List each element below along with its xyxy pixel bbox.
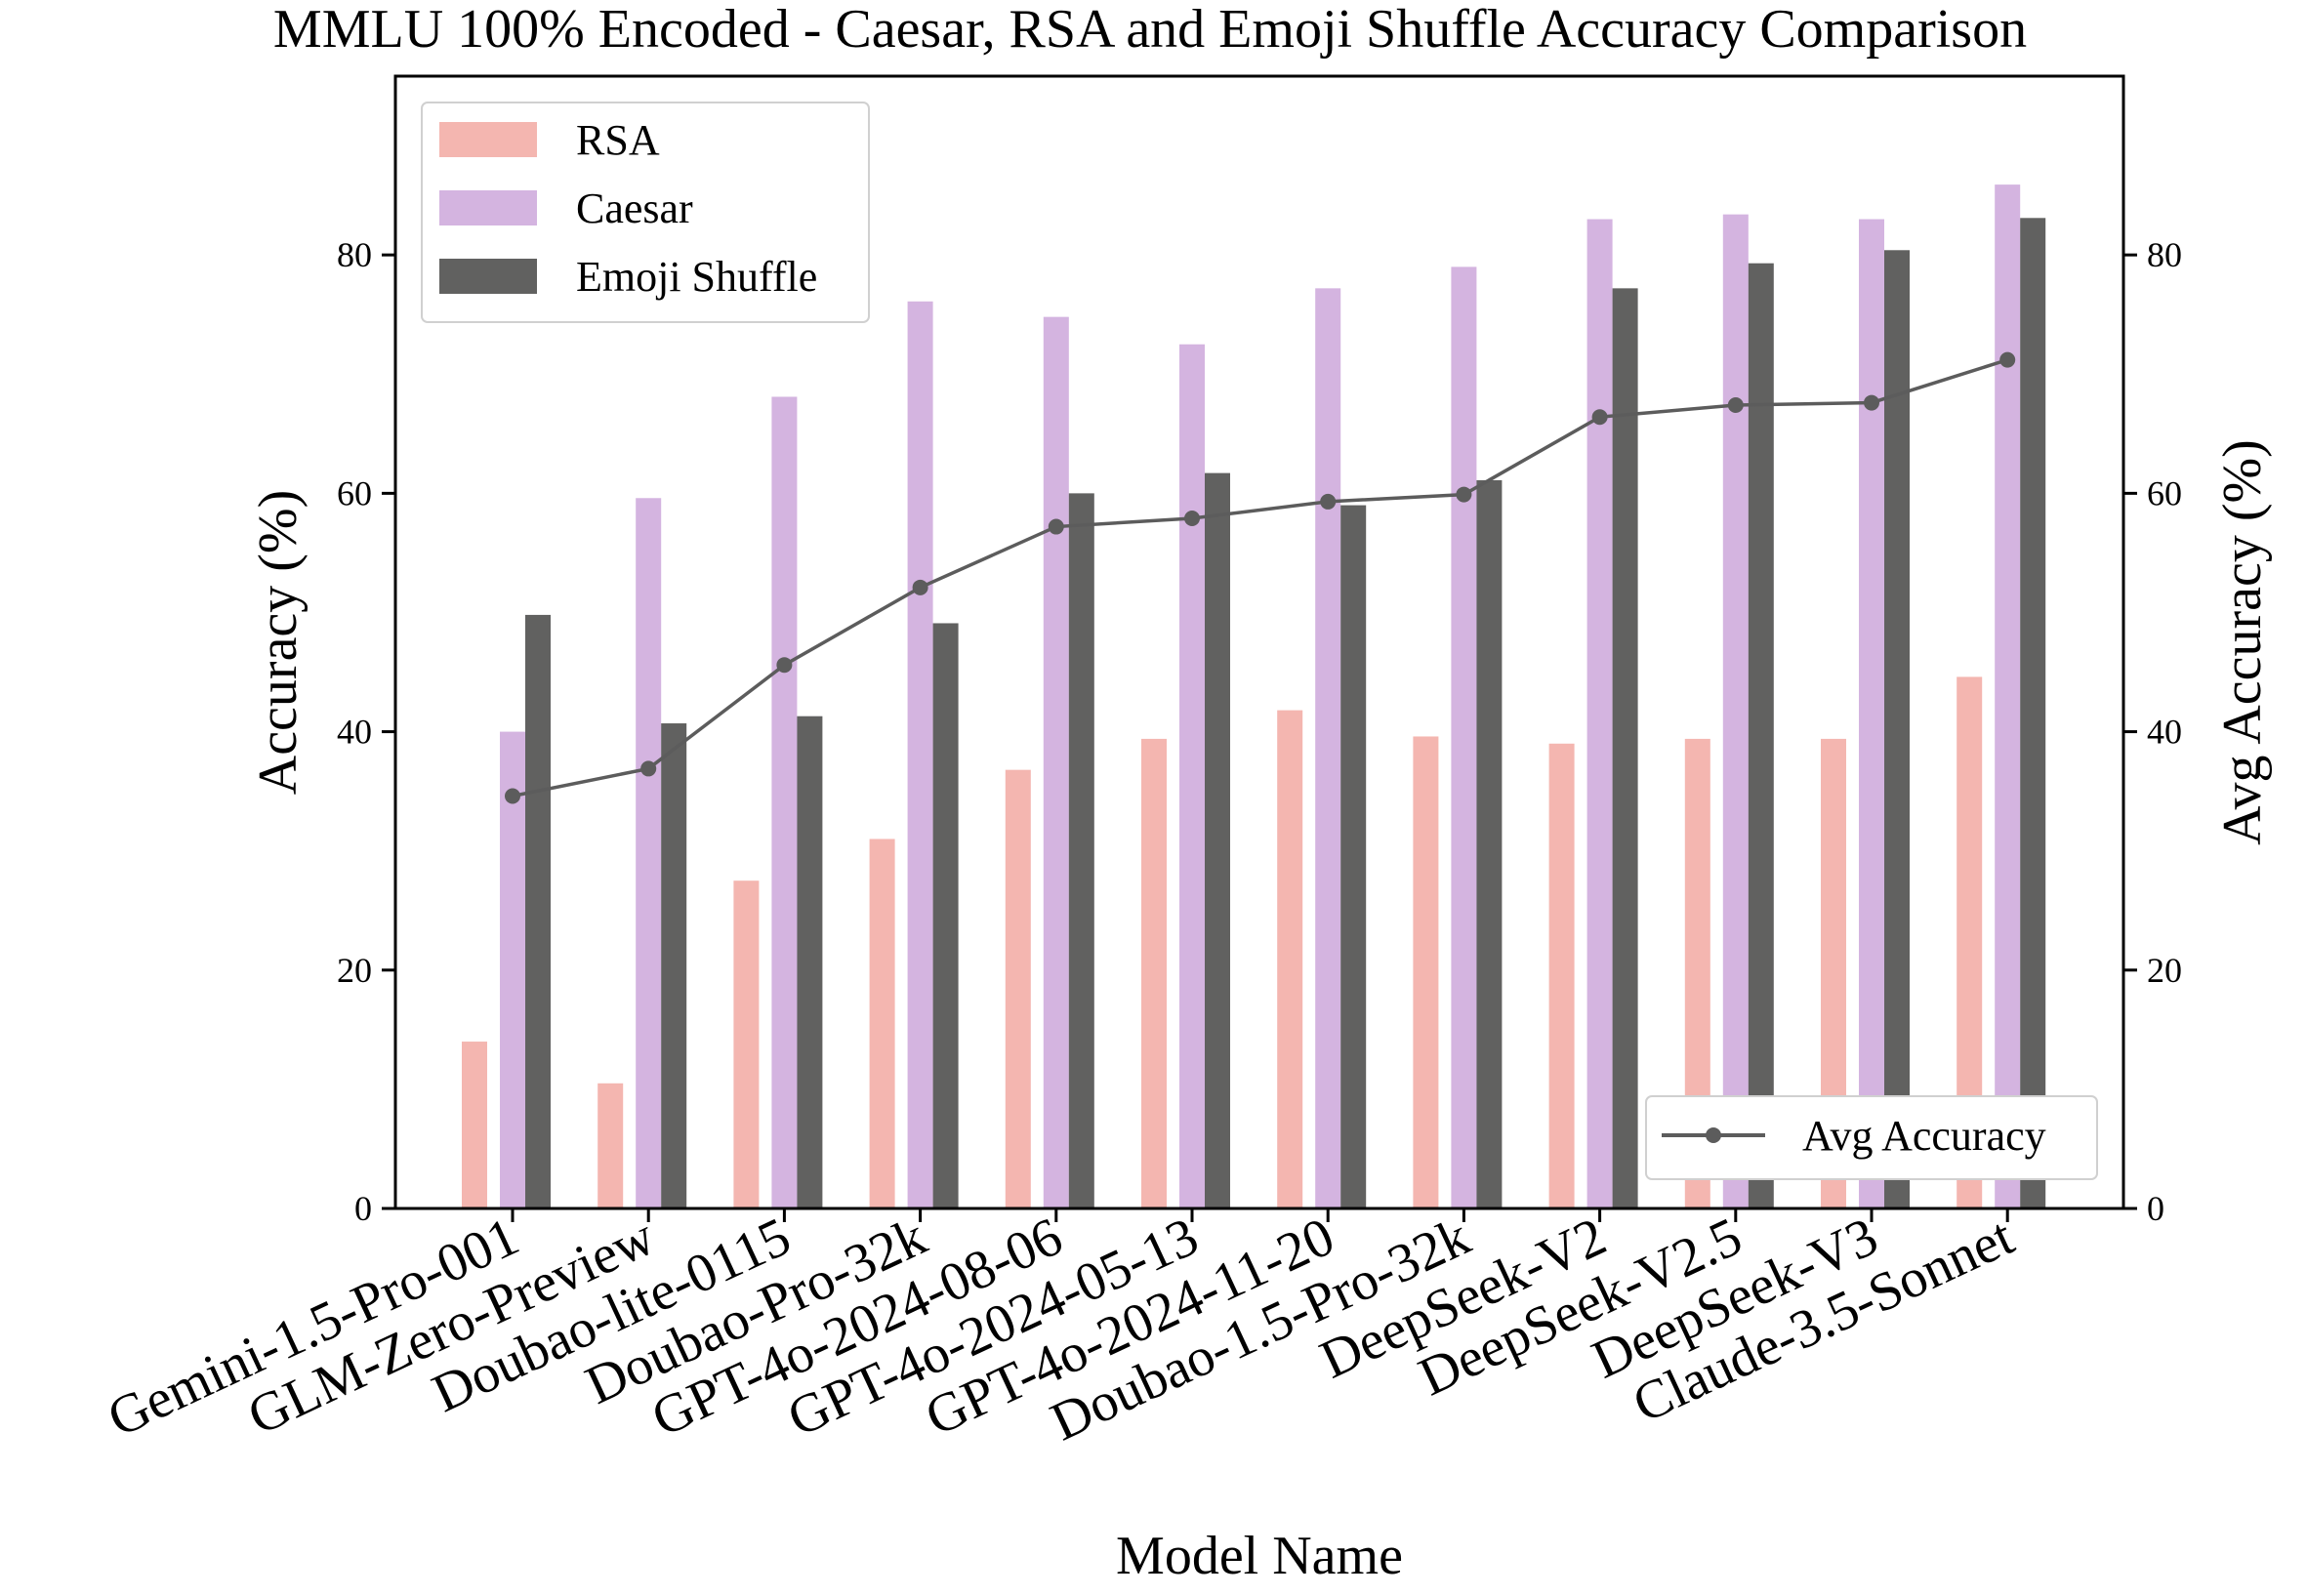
y2-tick-label-40: 40 (2147, 713, 2182, 752)
avg-accuracy-line (512, 357, 2008, 798)
y2-tick-label-20: 20 (2147, 951, 2182, 990)
legend-label-rsa: RSA (576, 116, 660, 164)
bar-emoji-shuffle-11 (2020, 218, 2046, 1208)
y2-axis-label: Avg Accuracy (%) (2212, 439, 2273, 845)
y-axis-label: Accuracy (%) (248, 490, 309, 795)
legend-label-emoji-shuffle: Emoji Shuffle (576, 253, 817, 301)
avg-point-11 (1999, 351, 2016, 368)
chart-title: MMLU 100% Encoded - Caesar, RSA and Emoj… (273, 0, 2027, 60)
legend-label-caesar: Caesar (576, 184, 693, 232)
y-tick-label-40: 40 (337, 713, 372, 752)
bar-emoji-shuffle-9 (1748, 263, 1774, 1208)
bar-caesar-8 (1586, 219, 1613, 1209)
bar-rsa-5 (1141, 738, 1167, 1208)
bar-emoji-shuffle-5 (1205, 472, 1230, 1208)
bar-caesar-1 (636, 498, 662, 1208)
bar-caesar-3 (907, 301, 933, 1209)
bar-caesar-5 (1179, 344, 1205, 1209)
bar-emoji-shuffle-4 (1068, 493, 1094, 1208)
bar-rsa-2 (733, 880, 760, 1208)
legend-marker-avg (1706, 1127, 1721, 1143)
legend-swatch-emoji-shuffle (439, 259, 537, 294)
legend-swatch-rsa (439, 122, 537, 157)
avg-point-0 (505, 788, 520, 804)
bar-emoji-shuffle-8 (1612, 288, 1638, 1208)
avg-point-8 (1591, 409, 1608, 426)
bar-caesar-9 (1722, 214, 1749, 1209)
y2-tick-label-0: 0 (2147, 1189, 2164, 1228)
avg-point-9 (1727, 397, 1744, 414)
bar-emoji-shuffle-10 (1884, 250, 1910, 1208)
y-tick-label-20: 20 (337, 951, 372, 990)
bar-rsa-4 (1005, 769, 1031, 1208)
right-y-axis: 0 20 40 60 80 (2123, 235, 2182, 1228)
avg-point-4 (1048, 518, 1064, 535)
bar-caesar-2 (771, 396, 798, 1209)
avg-point-6 (1320, 493, 1337, 510)
avg-point-10 (1864, 394, 1879, 411)
plot-frame (393, 74, 2125, 1210)
bar-rsa-7 (1413, 736, 1439, 1208)
y2-tick-label-60: 60 (2147, 473, 2182, 512)
y-tick-label-0: 0 (354, 1189, 372, 1228)
bar-rsa-8 (1548, 743, 1575, 1208)
bar-caesar-4 (1043, 316, 1069, 1209)
bar-caesar-11 (1995, 184, 2021, 1209)
legend-label-avg: Avg Accuracy (1802, 1112, 2046, 1160)
bar-rsa-0 (462, 1042, 487, 1208)
bar-rsa-3 (869, 839, 895, 1208)
bar-caesar-6 (1315, 288, 1341, 1208)
avg-point-7 (1456, 486, 1472, 503)
y-tick-label-60: 60 (337, 473, 372, 512)
x-axis: Gemini-1.5-Pro-001GLM-Zero-PreviewDoubao… (99, 1206, 2023, 1453)
bar-emoji-shuffle-3 (932, 623, 959, 1208)
bar-caesar-10 (1859, 219, 1884, 1209)
bar-legend: RSA Caesar Emoji Shuffle (421, 102, 870, 323)
x-axis-label: Model Name (1116, 1526, 1403, 1586)
bar-caesar-7 (1451, 266, 1477, 1208)
left-y-axis: 0 20 40 60 80 (337, 235, 395, 1228)
line-legend-box (1645, 1095, 2098, 1180)
bar-emoji-shuffle-7 (1476, 479, 1503, 1208)
line-legend: Avg Accuracy (1645, 1095, 2098, 1180)
bar-emoji-shuffle-2 (797, 716, 823, 1208)
avg-point-3 (912, 579, 928, 595)
avg-point-1 (640, 760, 657, 777)
avg-point-2 (776, 657, 793, 674)
legend-swatch-caesar (439, 190, 537, 225)
bars-layer (462, 184, 2046, 1209)
avg-point-5 (1184, 511, 1200, 527)
y-tick-label-80: 80 (337, 235, 372, 274)
bar-rsa-6 (1277, 710, 1303, 1208)
avg-line-layer (505, 351, 2016, 804)
bar-caesar-0 (500, 731, 525, 1208)
bar-emoji-shuffle-6 (1340, 505, 1367, 1208)
bar-emoji-shuffle-1 (661, 723, 687, 1208)
y2-tick-label-80: 80 (2147, 235, 2182, 274)
bar-rsa-1 (597, 1083, 624, 1208)
bar-emoji-shuffle-0 (525, 614, 551, 1208)
